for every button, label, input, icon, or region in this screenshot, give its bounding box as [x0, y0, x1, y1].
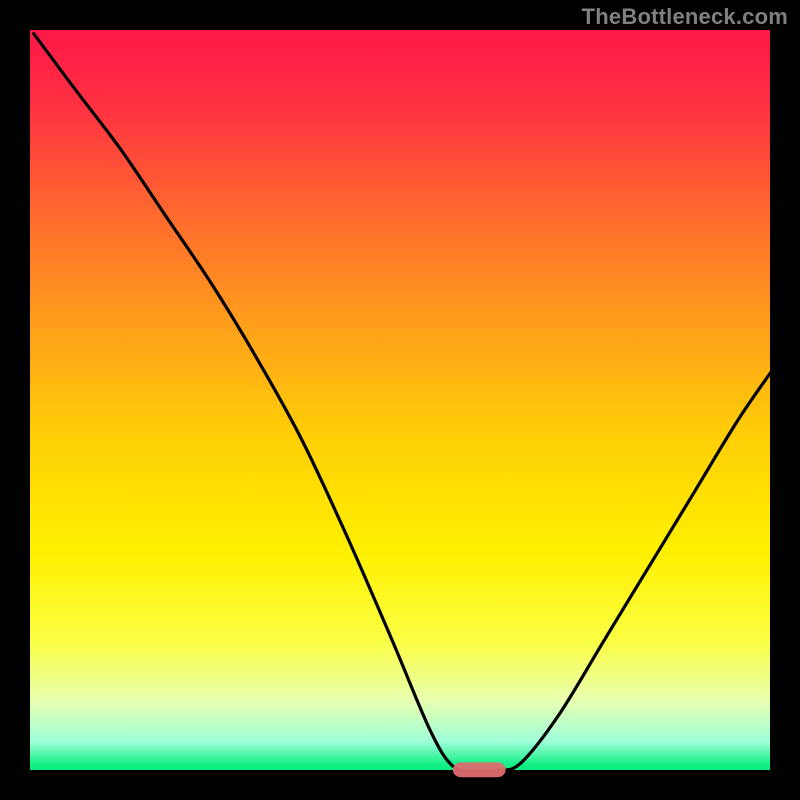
watermark-text: TheBottleneck.com [582, 4, 788, 30]
chart-stage: TheBottleneck.com [0, 0, 800, 800]
chart-background [30, 30, 785, 775]
bottleneck-chart-svg [0, 0, 800, 800]
sweet-spot-marker [453, 762, 506, 777]
